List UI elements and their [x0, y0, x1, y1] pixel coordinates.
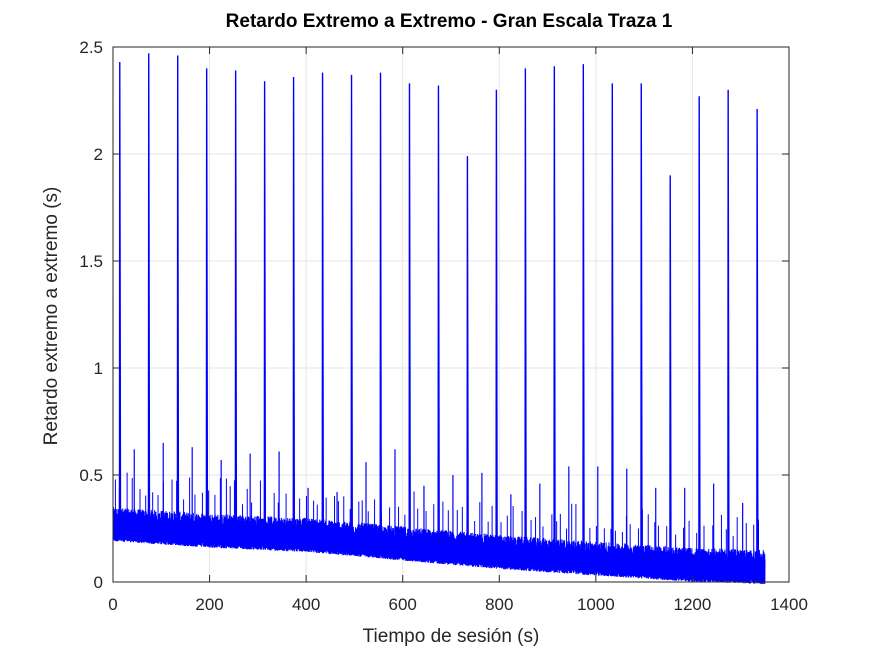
major-spike	[698, 96, 701, 570]
x-tick-label: 1000	[577, 595, 615, 614]
major-spike	[669, 175, 672, 568]
major-spike	[611, 83, 614, 564]
x-tick-label: 0	[108, 595, 117, 614]
major-spike	[234, 70, 238, 537]
grid	[113, 47, 789, 582]
major-spike	[147, 53, 151, 531]
plot-area	[112, 53, 766, 585]
major-spike	[437, 85, 440, 551]
y-tick-label: 1	[94, 359, 103, 378]
major-spike	[495, 89, 498, 557]
x-axis: 0 200 400 600 800 1000 1200 1400	[108, 47, 808, 614]
x-tick-label: 600	[389, 595, 417, 614]
major-spike	[756, 109, 759, 572]
major-spike	[263, 81, 267, 538]
major-spike	[640, 83, 643, 566]
plot-frame	[112, 46, 790, 583]
x-tick-label: 400	[292, 595, 320, 614]
y-tick-label: 2	[94, 145, 103, 164]
major-spike	[379, 72, 382, 546]
y-tick-label: 0.5	[79, 466, 103, 485]
y-axis: 0 0.5 1 1.5 2 2.5	[79, 38, 789, 592]
major-spike	[553, 66, 556, 560]
major-spike	[727, 89, 730, 571]
major-spike	[321, 72, 324, 541]
major-spike	[350, 74, 353, 544]
y-tick-label: 0	[94, 573, 103, 592]
x-tick-label: 800	[485, 595, 513, 614]
y-tick-label: 2.5	[79, 38, 103, 57]
major-spike	[408, 83, 411, 549]
x-tick-label: 200	[195, 595, 223, 614]
major-spike	[582, 64, 585, 562]
y-tick-label: 1.5	[79, 252, 103, 271]
major-spike	[466, 156, 469, 554]
major-spike	[205, 68, 209, 535]
major-spike	[524, 68, 527, 559]
x-axis-label: Tiempo de sesión (s)	[363, 626, 540, 647]
major-spike	[176, 55, 180, 533]
y-axis-label: Retardo extremo a extremo (s)	[41, 187, 62, 446]
chart-title: Retardo Extremo a Extremo - Gran Escala …	[226, 11, 673, 32]
major-spike	[292, 76, 296, 539]
x-tick-label: 1400	[770, 595, 808, 614]
major-spike	[118, 61, 122, 529]
x-tick-label: 1200	[674, 595, 712, 614]
